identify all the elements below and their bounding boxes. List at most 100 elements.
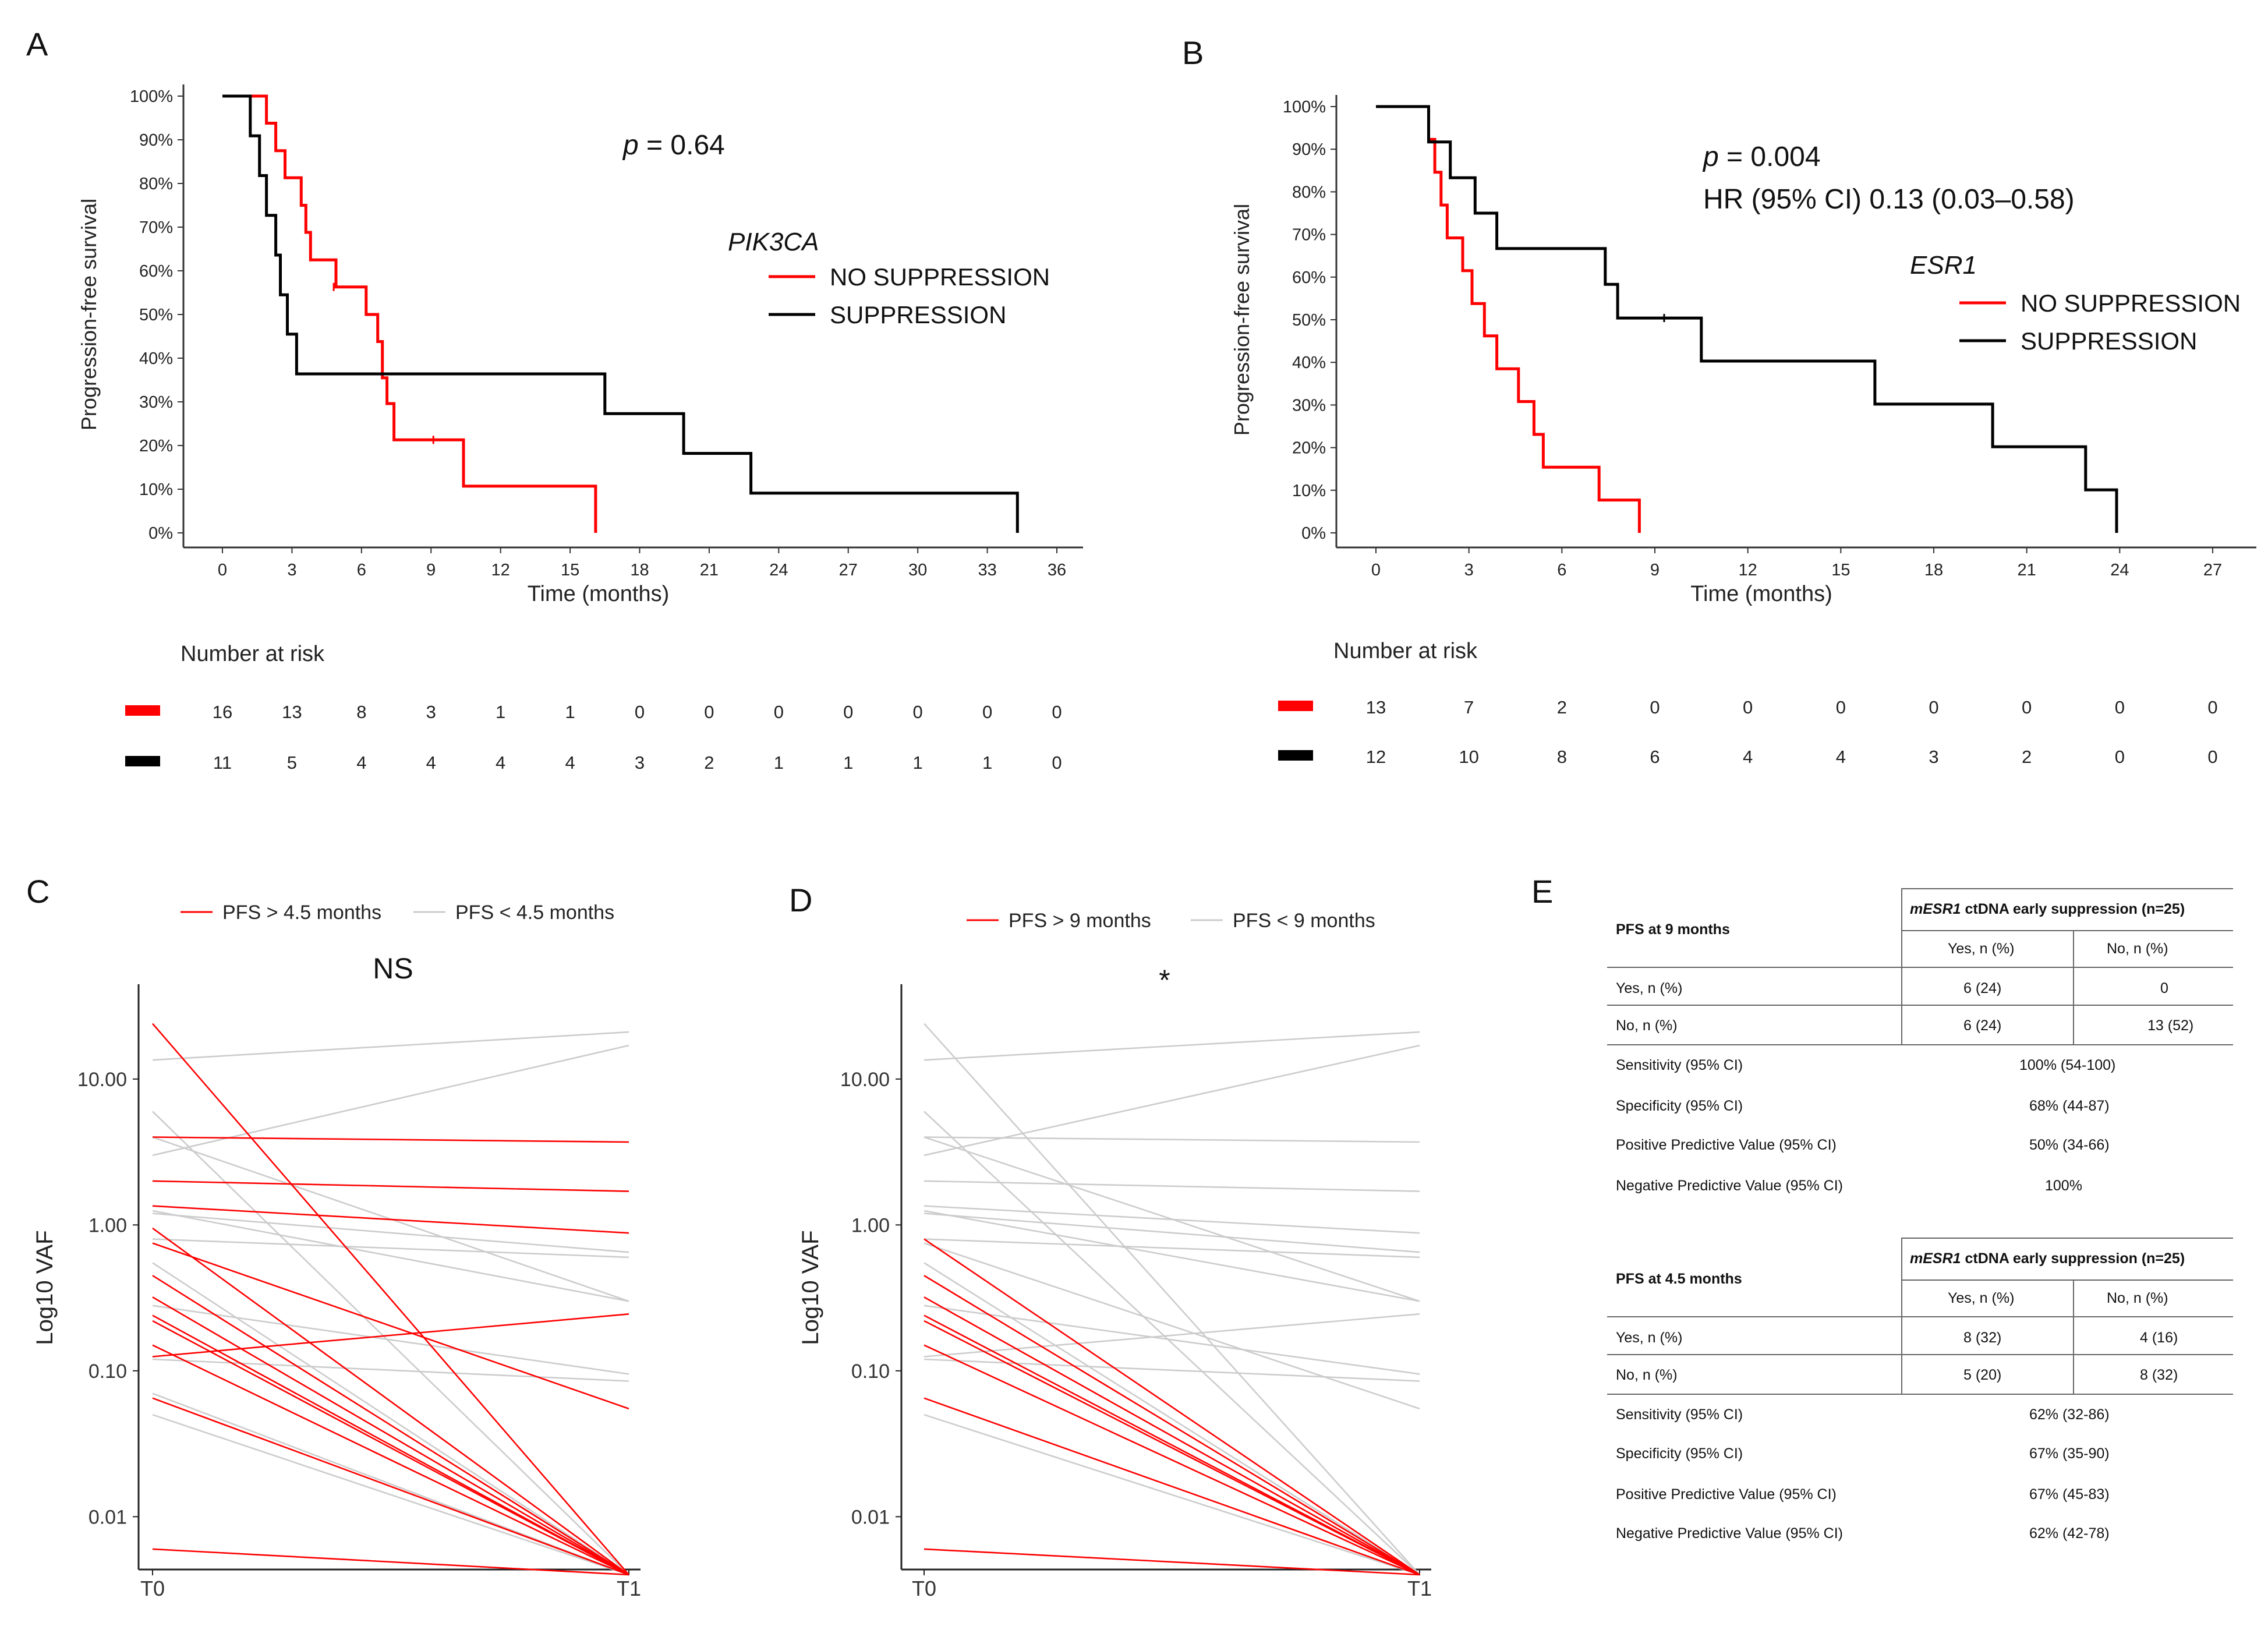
c-vaf-line-red	[152, 1548, 629, 1576]
c-y-tick-label: 10.00	[77, 1069, 127, 1091]
c-vaf-line-grey	[152, 1210, 629, 1302]
b-risk-value: 0	[1929, 697, 1938, 717]
b-risk-value: 0	[2207, 747, 2217, 767]
c-legend-label: PFS > 4.5 months	[222, 902, 381, 924]
d-y-tick-label: 1.00	[851, 1214, 890, 1236]
d-vaf-line-grey	[924, 1413, 1420, 1576]
panel-letter-d: D	[789, 882, 812, 918]
a-x-tick-label: 0	[218, 561, 227, 579]
b-y-tick-label: 100%	[1283, 98, 1326, 116]
table-cell: 5 (20)	[1963, 1367, 2002, 1383]
table-metric-value: 62% (32-86)	[2029, 1406, 2110, 1423]
a-risk-value: 1	[496, 702, 505, 722]
table-row-label: No, n (%)	[1616, 1367, 1678, 1383]
a-risk-value: 0	[913, 702, 923, 722]
c-vaf-line-grey	[152, 1213, 629, 1253]
table-metric-label: Sensitivity (95% CI)	[1616, 1057, 1743, 1073]
table-row-label: No, n (%)	[1616, 1017, 1678, 1034]
d-vaf-line-grey	[924, 1023, 1420, 1575]
a-legend-title: PIK3CA	[728, 228, 819, 256]
a-risk-value: 3	[635, 752, 645, 773]
table-col-no: No, n (%)	[2107, 941, 2168, 957]
b-risk-value: 0	[2115, 747, 2125, 767]
a-legend-label: SUPPRESSION	[830, 301, 1006, 328]
table-row-label: Yes, n (%)	[1616, 1330, 1683, 1346]
a-risk-value: 3	[426, 702, 436, 722]
table-cell: 8 (32)	[2140, 1367, 2178, 1383]
c-y-axis-label: Log10 VAF	[32, 1230, 58, 1345]
a-risk-value: 1	[774, 752, 784, 773]
b-x-tick-label: 9	[1650, 561, 1660, 579]
b-y-tick-label: 20%	[1292, 439, 1326, 458]
table-metric-value: 62% (42-78)	[2029, 1525, 2110, 1542]
d-vaf-line-red	[924, 1320, 1420, 1576]
b-x-tick-label: 6	[1557, 561, 1566, 579]
a-x-tick-label: 33	[978, 561, 996, 579]
b-risk-value: 3	[1929, 747, 1938, 767]
table-metric-label: Sensitivity (95% CI)	[1616, 1406, 1743, 1423]
table-metric-value: 67% (35-90)	[2029, 1445, 2110, 1462]
b-y-tick-label: 30%	[1292, 396, 1326, 415]
d-vaf-line-red	[924, 1314, 1420, 1576]
b-x-tick-label: 27	[2203, 561, 2222, 579]
table-col-yes: Yes, n (%)	[1948, 1290, 2015, 1306]
a-y-tick-label: 50%	[139, 306, 173, 324]
d-y-tick-label: 0.01	[851, 1506, 890, 1528]
d-vaf-line-grey	[924, 1031, 1420, 1061]
a-risk-value: 1	[565, 702, 575, 722]
b-risk-value: 7	[1464, 697, 1474, 717]
table-row-header: PFS at 4.5 months	[1616, 1271, 1742, 1287]
table-col-yes: Yes, n (%)	[1948, 941, 2015, 957]
c-vaf-line-grey	[152, 1358, 629, 1382]
c-vaf-line-grey	[152, 1262, 629, 1576]
c-vaf-line-red	[152, 1023, 629, 1575]
b-y-tick-label: 80%	[1292, 183, 1326, 202]
a-x-tick-label: 27	[839, 561, 858, 579]
table-metric-label: Specificity (95% CI)	[1616, 1445, 1743, 1462]
a-risk-value: 0	[843, 702, 853, 722]
b-risk-value: 6	[1650, 747, 1660, 767]
d-vaf-line-red	[924, 1397, 1420, 1576]
c-vaf-line-red	[152, 1205, 629, 1234]
d-legend-label: PFS < 9 months	[1233, 910, 1375, 932]
table-metric-label: Positive Predictive Value (95% CI)	[1616, 1137, 1837, 1153]
table-cell: 13 (52)	[2147, 1017, 2194, 1034]
c-y-tick-label: 1.00	[89, 1214, 127, 1236]
b-km-curve-no-suppression	[1376, 105, 1641, 533]
table-column-group-header: mESR1 ctDNA early suppression (n=25)	[1910, 1250, 2185, 1267]
d-vaf-line-grey	[924, 1205, 1420, 1234]
b-risk-value: 4	[1836, 747, 1846, 767]
b-y-tick-label: 0%	[1301, 524, 1326, 543]
a-y-tick-label: 100%	[130, 87, 173, 106]
b-p-value: p = 0.004	[1702, 142, 1821, 172]
a-x-tick-label: 18	[630, 561, 649, 579]
a-x-tick-label: 3	[287, 561, 296, 579]
a-risk-value: 4	[426, 752, 436, 773]
a-risk-value: 8	[356, 702, 366, 722]
d-x-tick-label: T0	[912, 1576, 936, 1600]
c-vaf-line-red	[152, 1227, 629, 1576]
table-cell: 6 (24)	[1963, 980, 2002, 996]
a-x-tick-label: 36	[1048, 561, 1066, 579]
c-vaf-line-red	[152, 1296, 629, 1576]
a-x-tick-label: 21	[700, 561, 719, 579]
a-x-tick-label: 9	[426, 561, 436, 579]
b-y-tick-label: 90%	[1292, 140, 1326, 159]
a-y-tick-label: 20%	[139, 437, 173, 455]
d-y-tick-label: 0.10	[851, 1360, 890, 1383]
a-x-tick-label: 12	[491, 561, 510, 579]
table-cell: 8 (32)	[1963, 1330, 2002, 1346]
a-legend-label: NO SUPPRESSION	[830, 263, 1050, 291]
a-y-tick-label: 80%	[139, 175, 173, 193]
d-vaf-line-grey	[924, 1136, 1420, 1143]
d-vaf-line-grey	[924, 1238, 1420, 1259]
a-risk-table-title: Number at risk	[181, 642, 325, 666]
a-x-tick-label: 6	[357, 561, 366, 579]
b-legend-label: NO SUPPRESSION	[2021, 289, 2241, 317]
b-y-tick-label: 50%	[1292, 311, 1326, 330]
b-risk-value: 0	[2022, 697, 2032, 717]
d-vaf-line-red	[924, 1344, 1420, 1576]
a-y-tick-label: 10%	[139, 480, 173, 499]
c-vaf-line-grey	[152, 1044, 629, 1157]
a-km-curve-suppression	[222, 94, 1019, 533]
